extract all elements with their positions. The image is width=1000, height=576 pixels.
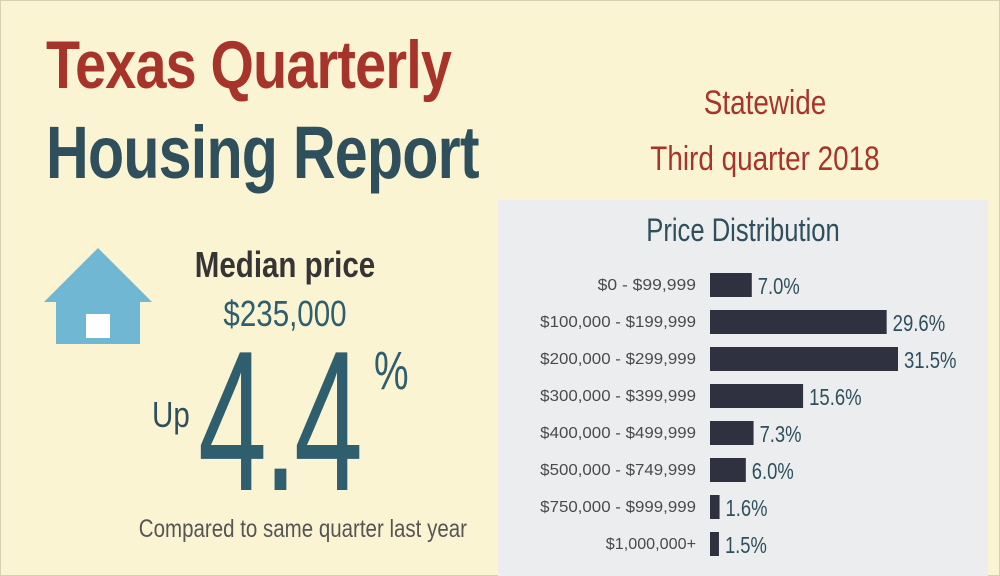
median-price-label: Median price [194, 244, 376, 285]
category-label: $100,000 - $199,999 [540, 314, 696, 331]
bar-value-label: 7.0% [758, 273, 800, 299]
bar-value-label: 1.6% [726, 495, 768, 521]
period-label: Third quarter 2018 [650, 140, 880, 178]
bar-value-label: 6.0% [752, 458, 794, 484]
title-line-1: Texas Quarterly [46, 27, 452, 103]
change-direction: Up [152, 394, 190, 435]
change-number: 4.4 [198, 310, 363, 533]
category-label: $750,000 - $999,999 [540, 499, 696, 516]
category-label: $200,000 - $299,999 [540, 351, 696, 368]
bar [710, 458, 746, 482]
title-line-2: Housing Report [46, 111, 480, 194]
chart-title: Price Distribution [646, 212, 840, 248]
category-label: $1,000,000+ [606, 536, 696, 553]
bar [710, 310, 887, 334]
category-label: $500,000 - $749,999 [540, 462, 696, 479]
price-distribution-chart: $0 - $99,999 7.0% $100,000 - $199,999 29.6%… [540, 273, 957, 558]
comparison-note: Compared to same quarter last year [138, 515, 467, 543]
bar [710, 347, 898, 371]
change-percent-sign: % [374, 341, 409, 401]
bar [710, 384, 804, 408]
bar-value-label: 1.5% [725, 532, 767, 558]
bar-value-label: 31.5% [904, 347, 957, 373]
bar [710, 495, 720, 519]
category-label: $400,000 - $499,999 [540, 425, 696, 442]
median-price-value: $235,000 [223, 293, 347, 334]
category-label: $0 - $99,999 [598, 277, 697, 294]
region-label: Statewide [703, 84, 827, 122]
house-icon [44, 248, 152, 344]
bar [710, 273, 752, 297]
bar [710, 421, 754, 445]
bar-value-label: 7.3% [760, 421, 802, 447]
bar [710, 532, 719, 556]
category-label: $300,000 - $399,999 [540, 388, 696, 405]
bar-value-label: 29.6% [893, 310, 946, 336]
bar-value-label: 15.6% [809, 384, 862, 410]
